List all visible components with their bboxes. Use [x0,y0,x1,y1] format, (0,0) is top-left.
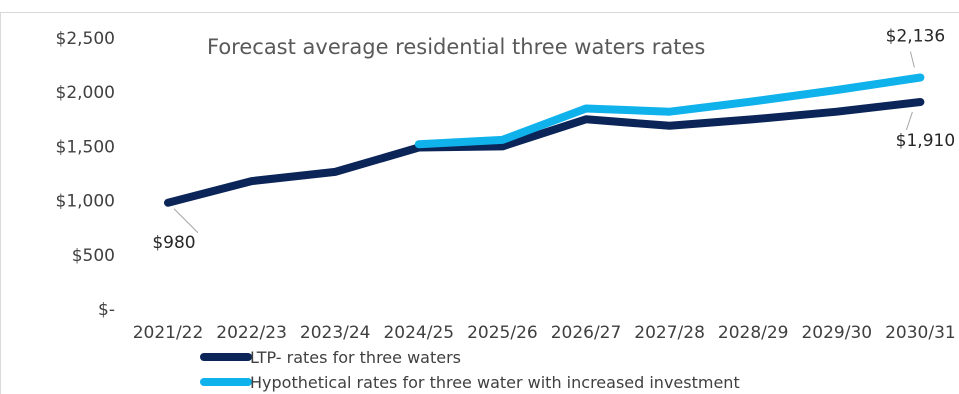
x-tick-label: 2024/25 [383,323,454,343]
frame-border-top [0,12,959,13]
x-tick-label: 2025/26 [467,323,538,343]
legend-label: Hypothetical rates for three water with … [250,373,740,392]
y-tick-label: $1,000 [56,192,115,212]
y-tick-label: $1,500 [56,137,115,157]
x-tick-label: 2023/24 [300,323,371,343]
x-tick-label: 2021/22 [133,323,204,343]
leader-line [909,51,915,68]
data-label: $980 [152,233,195,253]
x-axis: 2021/22 2022/23 2023/24 2024/25 2025/26 2026/… [133,323,956,343]
legend-item: LTP- rates for three waters [200,348,461,367]
x-tick-label: 2022/23 [216,323,287,343]
y-tick-label: $2,500 [56,29,115,49]
series-line-1 [164,98,925,207]
legend-item: Hypothetical rates for three water with … [200,373,740,392]
legend-label: LTP- rates for three waters [250,348,461,367]
y-tick-label: $2,000 [56,83,115,103]
series-layer [164,73,925,207]
frame-border-left [0,12,1,394]
data-label: $2,136 [886,26,945,46]
legend: LTP- rates for three waters Hypothetical … [200,348,740,392]
x-tick-label: 2026/27 [551,323,622,343]
data-labels: $980 $1,910 $2,136 [152,26,955,252]
data-label: $1,910 [896,131,955,151]
x-tick-label: 2028/29 [718,323,789,343]
leader-line [173,208,199,234]
x-tick-label: 2029/30 [801,323,872,343]
y-axis: $2,500 $2,000 $1,500 $1,000 $500 $- [56,29,115,320]
x-tick-label: 2030/31 [885,323,956,343]
x-tick-label: 2027/28 [634,323,705,343]
y-tick-label: $- [98,300,115,320]
leader-line [905,111,913,131]
y-tick-label: $500 [72,246,115,266]
chart-title: Forecast average residential three water… [207,35,705,59]
